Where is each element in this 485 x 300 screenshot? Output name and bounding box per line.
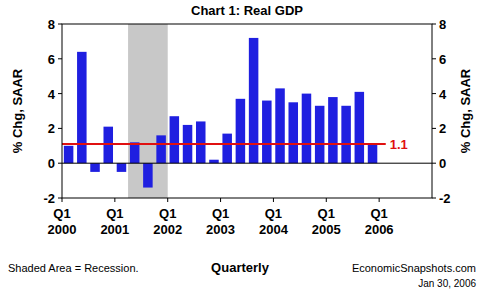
bar xyxy=(209,160,219,163)
y-tick-label: 4 xyxy=(48,87,56,102)
bar xyxy=(196,121,206,163)
bar xyxy=(355,92,365,163)
bar xyxy=(156,135,166,163)
x-tick-label: Q12002 xyxy=(153,206,182,237)
x-tick-label-part: 2003 xyxy=(206,222,235,237)
y2-tick-label: -2 xyxy=(439,191,451,206)
bar xyxy=(262,101,272,164)
y2-tick xyxy=(432,58,436,59)
bar xyxy=(77,52,87,163)
x-tick-label-part: Q1 xyxy=(370,206,387,221)
zero-line xyxy=(62,163,432,164)
x-tick-label: Q12006 xyxy=(365,206,394,237)
bar xyxy=(170,116,180,163)
x-tick-label-part: Q1 xyxy=(106,206,123,221)
reference-line xyxy=(62,143,386,145)
x-tick-label: Q12004 xyxy=(259,206,289,237)
y2-tick-label: 0 xyxy=(439,156,446,171)
y2-tick xyxy=(432,24,436,25)
x-tick-label-part: Q1 xyxy=(159,206,176,221)
y2-tick xyxy=(432,128,436,129)
y2-tick-label: 8 xyxy=(439,17,446,32)
y-tick-label: 0 xyxy=(48,156,55,171)
x-tick-label-part: 2001 xyxy=(100,222,129,237)
x-tick-label-part: 2004 xyxy=(259,222,289,237)
x-tick xyxy=(326,198,327,202)
x-tick-label-part: Q1 xyxy=(318,206,335,221)
x-tick xyxy=(167,198,168,202)
y2-axis-title: % Chg, SAAR xyxy=(458,68,473,153)
x-tick xyxy=(114,198,115,202)
plot-area xyxy=(62,24,432,198)
reference-label: 1.1 xyxy=(390,137,408,152)
bar xyxy=(143,163,153,187)
bar xyxy=(222,134,232,164)
x-tick xyxy=(379,198,380,202)
y-tick-label: 8 xyxy=(48,17,55,32)
y-tick xyxy=(58,58,62,59)
recession-shade xyxy=(128,24,168,198)
note: Shaded Area = Recession. xyxy=(8,262,139,274)
bar xyxy=(341,106,351,163)
title: Chart 1: Real GDP xyxy=(191,3,303,18)
bar xyxy=(117,163,127,172)
bar xyxy=(90,163,100,172)
x-tick-label: Q12003 xyxy=(206,206,235,237)
x-tick-label: Q12000 xyxy=(48,206,77,237)
y-tick xyxy=(58,198,62,199)
x-tick-label-part: 2002 xyxy=(153,222,182,237)
y2-tick xyxy=(432,198,436,199)
x-tick xyxy=(273,198,274,202)
y-tick xyxy=(58,93,62,94)
note: Jan 30, 2006 xyxy=(418,278,476,289)
bar xyxy=(315,106,325,163)
plot-frame xyxy=(62,24,432,198)
bar xyxy=(302,94,312,164)
bar xyxy=(328,97,338,163)
x-tick xyxy=(220,198,221,202)
y2-tick xyxy=(432,93,436,94)
y2-tick-label: 4 xyxy=(439,87,447,102)
bar xyxy=(64,146,74,163)
y-tick xyxy=(58,163,62,164)
y2-tick-label: 6 xyxy=(439,52,446,67)
x-tick-label-part: Q1 xyxy=(212,206,229,221)
x-tick-label: Q12001 xyxy=(100,206,129,237)
y-tick xyxy=(58,24,62,25)
bar xyxy=(236,99,246,163)
bar xyxy=(368,144,378,163)
y-tick-label: 6 xyxy=(48,52,55,67)
x-tick-label-part: 2005 xyxy=(312,222,341,237)
x-tick-label-part: Q1 xyxy=(53,206,70,221)
x-tick-label: Q12005 xyxy=(312,206,341,237)
y2-tick xyxy=(432,163,436,164)
x-axis-title: Quarterly xyxy=(211,260,270,275)
chart: Chart 1: Real GDP 1.1 -2 -2 0 0 2 2 4 4 6 6 8 8 % Chg,… xyxy=(0,0,485,300)
bar xyxy=(130,142,140,163)
x-tick-label-part: 2006 xyxy=(365,222,394,237)
y-tick-label: 2 xyxy=(48,121,55,136)
x-tick-label-part: Q1 xyxy=(265,206,282,221)
y2-tick-label: 2 xyxy=(439,121,446,136)
x-tick-label-part: 2000 xyxy=(48,222,77,237)
y-axis-title: % Chg, SAAR xyxy=(10,68,25,153)
bar xyxy=(288,102,298,163)
x-tick xyxy=(62,198,63,202)
y-tick-label: -2 xyxy=(43,191,55,206)
note: EconomicSnapshots.com xyxy=(352,262,476,274)
y-tick xyxy=(58,128,62,129)
bar xyxy=(275,88,285,163)
